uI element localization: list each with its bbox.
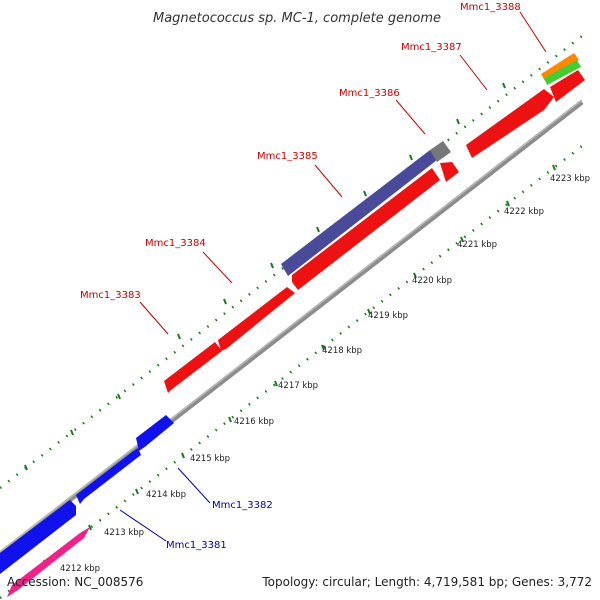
tick-label-4216: 4216 kbp [234,417,274,427]
leader-mmc1-3388 [519,11,547,53]
gene-mmc1-3385[interactable] [281,150,437,276]
leader-mmc1-3386 [395,99,426,135]
genome-info-text: Topology: circular; Length: 4,719,581 bp… [261,575,592,589]
gene-label-mmc1-3387[interactable]: Mmc1_3387 [401,42,462,53]
tick-label-4217: 4217 kbp [278,381,318,391]
gene-label-mmc1-3381[interactable]: Mmc1_3381 [166,540,227,551]
inner-tick-track [0,145,583,599]
tick-label-4218: 4218 kbp [322,346,362,356]
leader-mmc1-3385 [314,164,343,198]
genome-backbone [0,99,584,556]
tick-label-4219: 4219 kbp [368,311,408,321]
gene-label-mmc1-3385[interactable]: Mmc1_3385 [257,151,318,162]
gene-label-mmc1-3382[interactable]: Mmc1_3382 [212,500,273,511]
tick-label-4222: 4222 kbp [504,207,544,217]
leader-mmc1-3381 [119,509,167,542]
inner-major-ticks [43,164,556,566]
tick-label-4212: 4212 kbp [60,564,100,574]
gene-label-mmc1-3384[interactable]: Mmc1_3384 [145,238,206,249]
gene-mmc1-3385-end[interactable] [430,141,451,162]
accession-text: Accession: NC_008576 [7,575,143,589]
gene-mmc1-3381-outer[interactable] [76,448,141,504]
leader-mmc1-3383 [139,301,169,335]
gene-left-blue[interactable] [0,500,76,574]
gene-label-mmc1-3388[interactable]: Mmc1_3388 [460,2,521,13]
gene-mmc1-3384[interactable] [292,168,440,290]
gene-mmc1-3388[interactable] [541,53,579,81]
gene-mmc1-3386[interactable] [440,162,459,182]
tick-label-4213: 4213 kbp [104,528,144,538]
gene-mmc1-3382[interactable] [136,415,174,451]
gene-mmc1-3383[interactable] [218,287,295,351]
gene-mmc1-3383-a[interactable] [164,342,222,393]
tick-label-4221: 4221 kbp [457,240,497,250]
leader-mmc1-3387 [459,54,488,91]
leader-mmc1-3382 [177,467,211,504]
gene-label-mmc1-3383[interactable]: Mmc1_3383 [80,290,141,301]
map-title: Magnetococcus sp. MC-1, complete genome [153,11,441,26]
tick-label-4215: 4215 kbp [190,454,230,464]
gene-mmc1-3381[interactable] [7,527,90,597]
gene-mmc1-3388-green[interactable] [544,60,581,85]
tick-label-4214: 4214 kbp [146,490,186,500]
tick-label-4220: 4220 kbp [412,276,452,286]
gene-mmc1-3387[interactable] [466,89,554,158]
leader-lines [119,11,547,542]
tick-label-4223: 4223 kbp [550,174,590,184]
leader-mmc1-3384 [202,251,233,284]
gene-mmc1-3387-b[interactable] [550,70,585,102]
outer-major-ticks [24,82,506,471]
gene-label-mmc1-3386[interactable]: Mmc1_3386 [339,88,400,99]
